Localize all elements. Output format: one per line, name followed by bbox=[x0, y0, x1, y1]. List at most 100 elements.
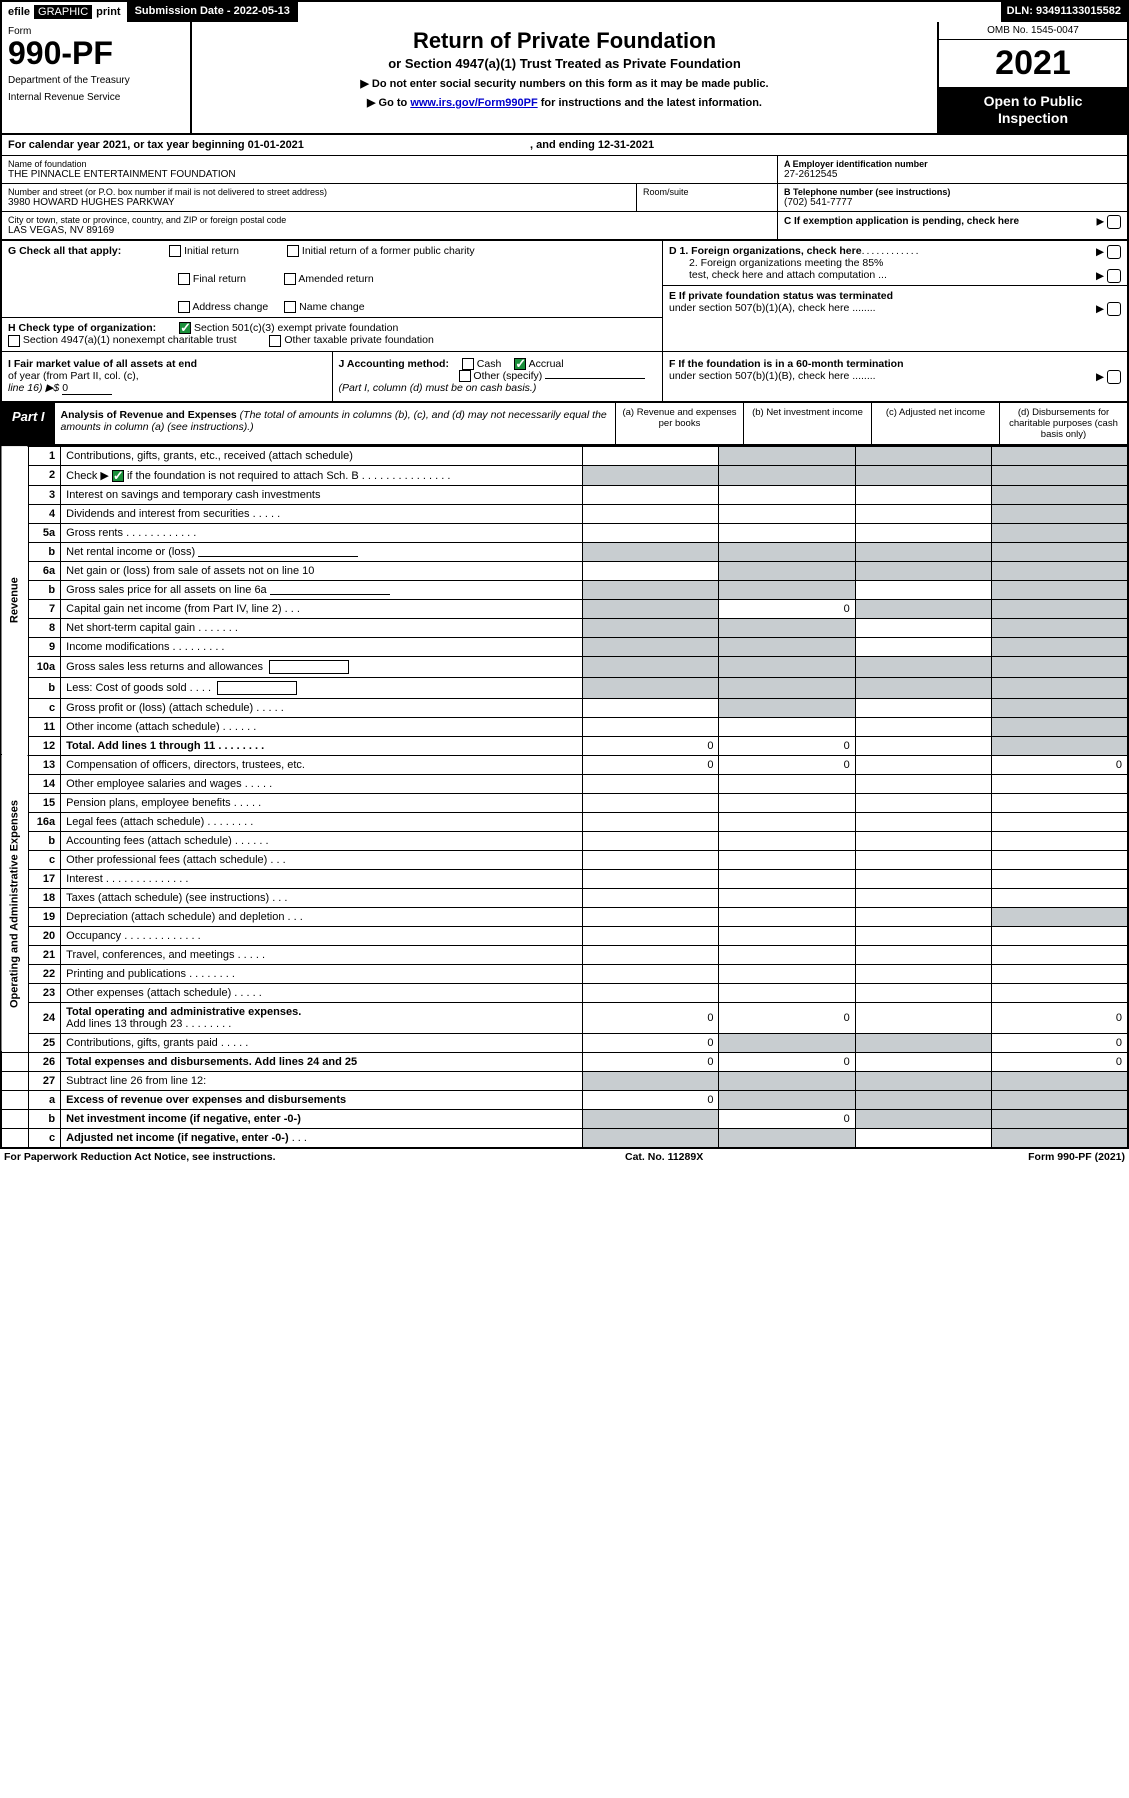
ln: b bbox=[29, 580, 61, 599]
header-left: Form 990-PF Department of the Treasury I… bbox=[2, 22, 192, 133]
table-row: 12 Total. Add lines 1 through 11 . . . .… bbox=[1, 736, 1128, 755]
irs-link[interactable]: www.irs.gov/Form990PF bbox=[410, 97, 537, 109]
g-amended-checkbox[interactable] bbox=[284, 273, 296, 285]
ln: 3 bbox=[29, 485, 61, 504]
l10at: Gross sales less returns and allowances bbox=[66, 661, 263, 673]
ld: Gross sales price for all assets on line… bbox=[61, 580, 583, 599]
ld: Other employee salaries and wages . . . … bbox=[61, 774, 583, 793]
addr-head: Number and street (or P.O. box number if… bbox=[8, 187, 630, 197]
omb-number: OMB No. 1545-0047 bbox=[939, 22, 1127, 40]
form-header: Form 990-PF Department of the Treasury I… bbox=[0, 22, 1129, 135]
l11t: Other income (attach schedule) bbox=[66, 721, 219, 733]
e1-text: E If private foundation status was termi… bbox=[669, 290, 893, 302]
ld: Other professional fees (attach schedule… bbox=[61, 850, 583, 869]
table-row: 3 Interest on savings and temporary cash… bbox=[1, 485, 1128, 504]
g-initial: Initial return bbox=[184, 245, 239, 257]
tax-year: 2021 bbox=[939, 40, 1127, 87]
g-initial-checkbox[interactable] bbox=[169, 245, 181, 257]
ln: a bbox=[29, 1090, 61, 1109]
table-row: 6a Net gain or (loss) from sale of asset… bbox=[1, 561, 1128, 580]
revenue-vlabel: Revenue bbox=[1, 446, 29, 755]
ld: Less: Cost of goods sold . . . . bbox=[61, 677, 583, 698]
ld: Contributions, gifts, grants paid . . . … bbox=[61, 1033, 583, 1052]
h-other-checkbox[interactable] bbox=[269, 335, 281, 347]
h-501c3-checkbox[interactable] bbox=[179, 322, 191, 334]
l27bt: Net investment income (if negative, ente… bbox=[66, 1113, 301, 1125]
info-right: A Employer identification number 27-2612… bbox=[777, 156, 1127, 239]
i-block: I Fair market value of all assets at end… bbox=[2, 352, 332, 401]
table-row: 4 Dividends and interest from securities… bbox=[1, 504, 1128, 523]
table-row: b Net rental income or (loss) bbox=[1, 542, 1128, 561]
ein-head: A Employer identification number bbox=[784, 159, 1121, 169]
goto-post: for instructions and the latest informat… bbox=[538, 97, 762, 109]
ln: 23 bbox=[29, 983, 61, 1002]
l24a-val: 0 bbox=[583, 1002, 719, 1033]
print-label[interactable]: print bbox=[96, 6, 120, 18]
ln: 20 bbox=[29, 926, 61, 945]
l20t: Occupancy bbox=[66, 930, 121, 942]
table-row: b Less: Cost of goods sold . . . . bbox=[1, 677, 1128, 698]
g-name-checkbox[interactable] bbox=[284, 301, 296, 313]
ld: Net gain or (loss) from sale of assets n… bbox=[61, 561, 583, 580]
j-accrual-checkbox[interactable] bbox=[514, 358, 526, 370]
table-row: 26 Total expenses and disbursements. Add… bbox=[1, 1052, 1128, 1071]
g-initial-former-checkbox[interactable] bbox=[287, 245, 299, 257]
room-head: Room/suite bbox=[643, 187, 771, 197]
ld: Income modifications . . . . . . . . . bbox=[61, 637, 583, 656]
j-cash-checkbox[interactable] bbox=[462, 358, 474, 370]
cal-end: , and ending 12-31-2021 bbox=[530, 139, 654, 151]
d2-checkbox[interactable] bbox=[1107, 269, 1121, 283]
calendar-year-line: For calendar year 2021, or tax year begi… bbox=[0, 135, 1129, 155]
ln: 26 bbox=[29, 1052, 61, 1071]
ln: b bbox=[29, 542, 61, 561]
j-accrual: Accrual bbox=[529, 358, 564, 370]
g-final-checkbox[interactable] bbox=[178, 273, 190, 285]
ld: Subtract line 26 from line 12: bbox=[61, 1071, 583, 1090]
table-row: b Gross sales price for all assets on li… bbox=[1, 580, 1128, 599]
top-bar: efile GRAPHIC print Submission Date - 20… bbox=[0, 0, 1129, 22]
h-4947-checkbox[interactable] bbox=[8, 335, 20, 347]
col-b-head: (b) Net investment income bbox=[743, 403, 871, 444]
i-value: 0 bbox=[62, 382, 112, 395]
g-addr-checkbox[interactable] bbox=[178, 301, 190, 313]
j-block: J Accounting method: Cash Accrual Other … bbox=[332, 352, 663, 401]
table-row: 27 Subtract line 26 from line 12: bbox=[1, 1071, 1128, 1090]
l14t: Other employee salaries and wages bbox=[66, 778, 241, 790]
j-other-checkbox[interactable] bbox=[459, 370, 471, 382]
ln: 14 bbox=[29, 774, 61, 793]
ln: 19 bbox=[29, 907, 61, 926]
ln: 11 bbox=[29, 717, 61, 736]
g-addr: Address change bbox=[192, 301, 268, 313]
d-e-block: D 1. Foreign organizations, check here..… bbox=[662, 241, 1127, 351]
table-row: 20Occupancy . . . . . . . . . . . . . bbox=[1, 926, 1128, 945]
d1-checkbox[interactable] bbox=[1107, 245, 1121, 259]
e-row: E If private foundation status was termi… bbox=[663, 286, 1127, 318]
ln: 25 bbox=[29, 1033, 61, 1052]
ld: Net investment income (if negative, ente… bbox=[61, 1109, 583, 1128]
f-checkbox[interactable] bbox=[1107, 370, 1121, 384]
table-row: 5a Gross rents . . . . . . . . . . . . bbox=[1, 523, 1128, 542]
i1: I Fair market value of all assets at end bbox=[8, 358, 197, 370]
col-a-head: (a) Revenue and expenses per books bbox=[615, 403, 743, 444]
l2-pre: Check ▶ bbox=[66, 470, 109, 482]
footer-paperwork: For Paperwork Reduction Act Notice, see … bbox=[4, 1151, 625, 1163]
ld: Net short-term capital gain . . . . . . … bbox=[61, 618, 583, 637]
g-initial-former: Initial return of a former public charit… bbox=[302, 245, 475, 257]
c-checkbox[interactable] bbox=[1107, 215, 1121, 229]
l26a-val: 0 bbox=[583, 1052, 719, 1071]
goto-pre: ▶ Go to bbox=[367, 97, 410, 109]
efile-print-box: efile GRAPHIC print bbox=[2, 2, 129, 22]
g-amended: Amended return bbox=[298, 273, 373, 285]
ld: Other income (attach schedule) . . . . .… bbox=[61, 717, 583, 736]
ld: Check ▶ if the foundation is not require… bbox=[61, 465, 583, 485]
ln: c bbox=[29, 850, 61, 869]
l2-checkbox[interactable] bbox=[112, 470, 124, 482]
ld: Total. Add lines 1 through 11 . . . . . … bbox=[61, 736, 583, 755]
j-note: (Part I, column (d) must be on cash basi… bbox=[339, 382, 537, 394]
table-row: 8 Net short-term capital gain . . . . . … bbox=[1, 618, 1128, 637]
h-row: H Check type of organization: Section 50… bbox=[2, 318, 662, 350]
e-checkbox[interactable] bbox=[1107, 302, 1121, 316]
city-value: LAS VEGAS, NV 89169 bbox=[8, 225, 771, 236]
ln: 15 bbox=[29, 793, 61, 812]
ld: Occupancy . . . . . . . . . . . . . bbox=[61, 926, 583, 945]
